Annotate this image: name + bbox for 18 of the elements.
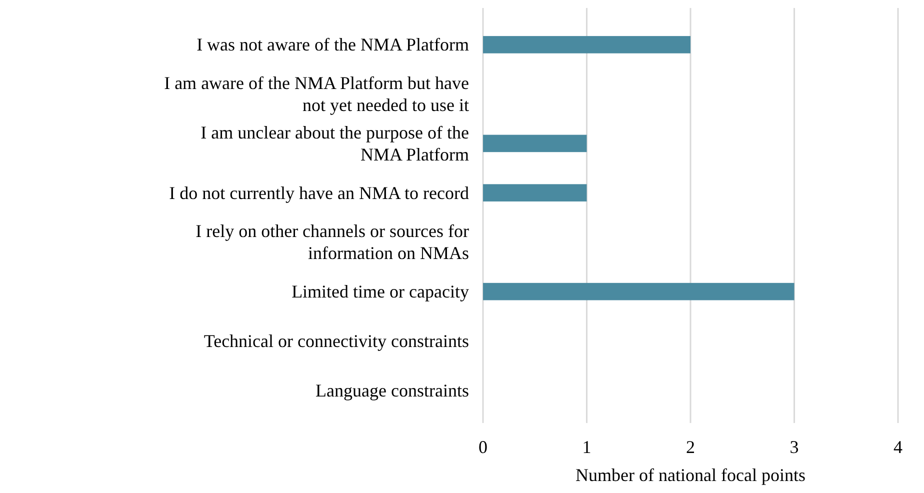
bar [483, 184, 587, 202]
bar [483, 36, 690, 54]
x-tick-label: 4 [894, 437, 902, 457]
bar [483, 134, 587, 152]
y-tick-label: Limited time or capacity [292, 282, 469, 302]
y-tick-label: I do not currently have an NMA to record [169, 182, 469, 203]
y-tick-label: I rely on other channels or sources for information on NMAs [196, 221, 469, 264]
y-tick-label: I am unclear about the purpose of the NMA Platform [200, 122, 470, 164]
y-tick-label: Language constraints [316, 380, 469, 400]
x-tick-label: 3 [790, 437, 799, 457]
y-tick-label: I was not aware of the NMA Platform [196, 34, 469, 55]
x-axis-title: Number of national focal points [576, 465, 806, 485]
x-tick-label: 0 [478, 437, 488, 457]
x-tick-label: 1 [582, 437, 592, 457]
x-tick-label: 2 [686, 437, 695, 457]
y-tick-label: Technical or connectivity constraints [204, 330, 469, 351]
bar [483, 282, 794, 300]
y-tick-label: I am aware of the NMA Platform but have not yet needed to use it [164, 73, 469, 116]
